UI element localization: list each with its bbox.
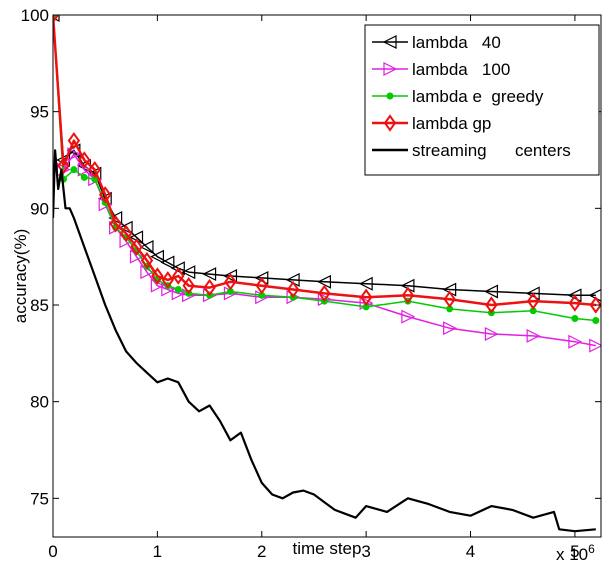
x-tick-label: 2 — [257, 542, 266, 561]
data-point — [88, 160, 101, 179]
x-tick-label: 5 — [570, 542, 579, 561]
x-axis-label: time step — [293, 539, 362, 558]
legend-swatch-marker — [383, 114, 397, 132]
y-tick-label: 100 — [21, 6, 49, 25]
legend-swatch-marker — [386, 92, 394, 100]
data-point — [130, 238, 143, 256]
data-point — [140, 251, 154, 270]
data-point — [98, 186, 112, 204]
legend-swatch-marker — [383, 62, 398, 76]
data-point — [181, 265, 196, 280]
data-point — [223, 269, 238, 283]
data-point — [318, 284, 331, 303]
data-point — [254, 270, 269, 285]
legend-label: streaming centers — [412, 141, 571, 160]
data-point — [571, 315, 579, 323]
data-point — [526, 292, 540, 310]
data-point — [525, 286, 540, 301]
legend-swatch-marker — [382, 35, 397, 49]
data-point — [358, 276, 373, 291]
legend-label: lambda gp — [412, 114, 491, 133]
data-point — [589, 296, 601, 314]
y-tick-label: 95 — [30, 103, 49, 122]
data-point — [203, 278, 216, 297]
y-tick-label: 85 — [30, 296, 49, 315]
data-point — [567, 288, 582, 303]
data-point — [109, 215, 122, 233]
data-point — [119, 224, 133, 243]
data-point — [484, 284, 498, 299]
series-line — [53, 149, 596, 533]
data-point — [568, 334, 583, 349]
ticks-layer: 0 1 2 3 4 5 75 80 85 90 95 100 — [21, 6, 601, 561]
legend-label: lambda 40 — [412, 33, 501, 52]
data-point — [151, 267, 164, 285]
data-point — [161, 271, 175, 289]
data-point — [592, 316, 600, 324]
x-tick-label: 1 — [153, 542, 162, 561]
data-point — [401, 286, 415, 305]
data-point — [139, 240, 154, 254]
series-line — [53, 15, 596, 322]
data-point — [443, 290, 456, 308]
data-point — [526, 328, 541, 343]
data-point — [78, 151, 91, 169]
data-point — [485, 296, 498, 314]
series-4 — [53, 149, 596, 533]
data-point — [255, 276, 268, 295]
y-tick-label: 90 — [30, 199, 49, 218]
x-tick-label: 3 — [361, 542, 370, 561]
data-point — [202, 267, 217, 282]
data-point — [172, 267, 185, 285]
data-point — [589, 338, 601, 353]
data-point — [150, 249, 164, 264]
series-3 — [53, 15, 601, 314]
y-tick-label: 80 — [30, 393, 49, 412]
data-point — [484, 327, 499, 341]
x-multiplier-exp: 6 — [588, 542, 595, 556]
x-multiplier: x 106 — [556, 542, 595, 564]
data-point — [67, 131, 81, 150]
data-point — [118, 220, 133, 235]
data-point — [170, 261, 185, 276]
data-point — [359, 288, 373, 306]
data-point — [443, 321, 457, 336]
x-tick-label: 4 — [466, 542, 475, 561]
legend-label: lambda 100 — [412, 60, 510, 79]
x-multiplier-base: x 10 — [556, 545, 588, 564]
plot-frame — [52, 14, 602, 538]
data-point — [401, 309, 416, 324]
data-point — [286, 280, 300, 299]
data-point — [160, 255, 175, 270]
series-layer — [53, 15, 601, 533]
x-tick-label: 0 — [48, 542, 57, 561]
data-point — [568, 294, 582, 312]
y-axis-label: accuracy(%) — [11, 229, 30, 323]
data-point — [182, 276, 195, 295]
y-tick-label: 75 — [30, 489, 49, 508]
legend: lambda 40 lambda 100 lambda e greedy lambda… — [364, 24, 600, 176]
data-point — [174, 286, 182, 294]
data-point — [57, 157, 70, 175]
legend-label: lambda e greedy — [412, 87, 544, 106]
data-point — [224, 273, 237, 291]
data-point — [80, 173, 88, 181]
data-point — [70, 166, 78, 174]
